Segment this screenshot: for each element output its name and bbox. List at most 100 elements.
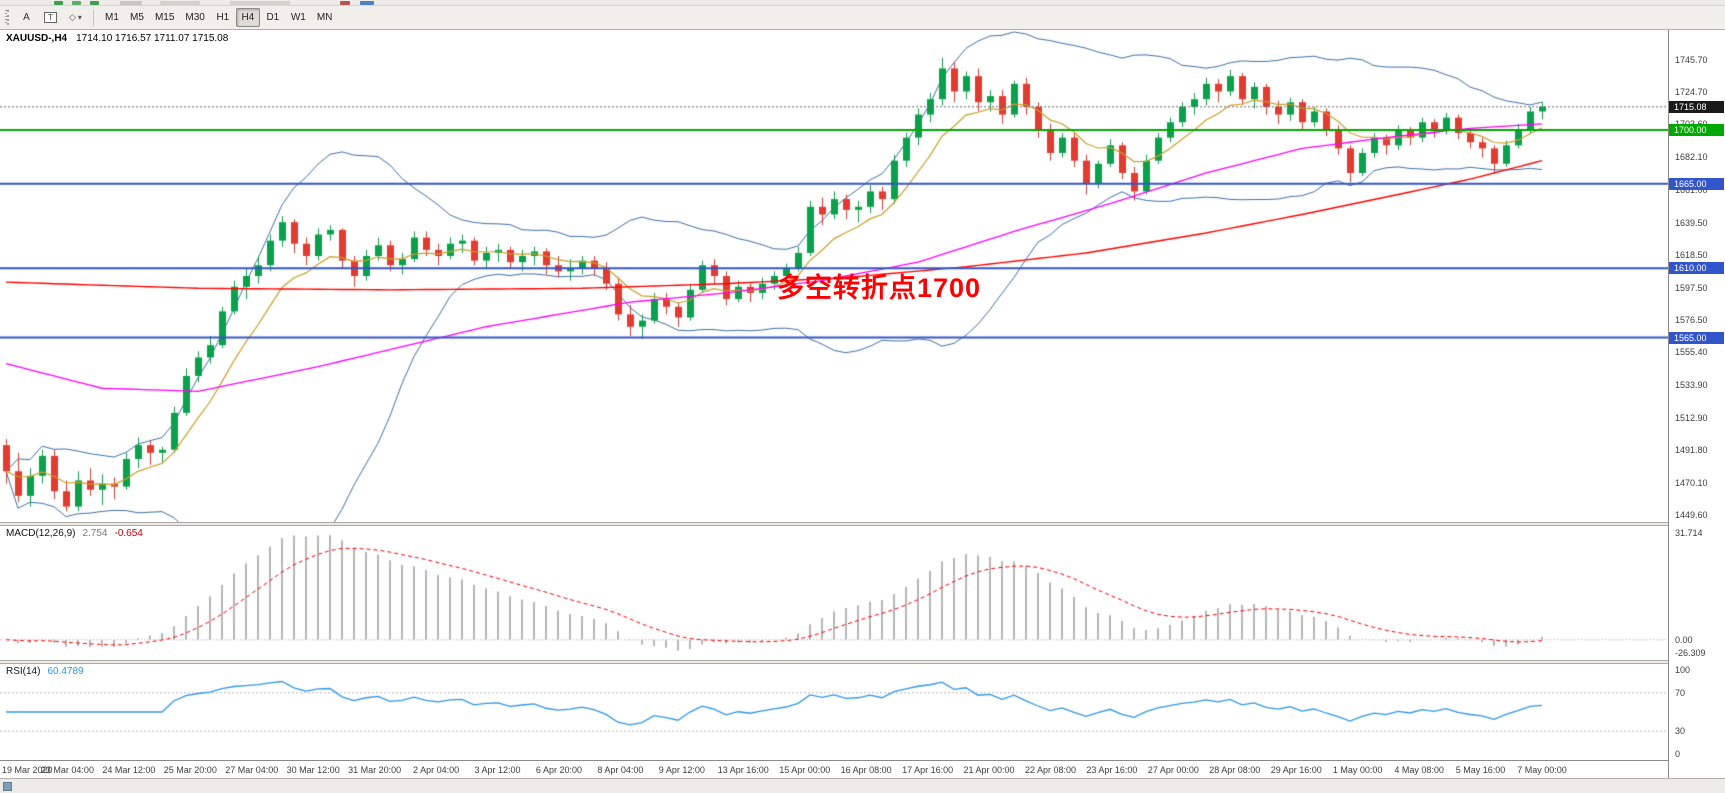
macd-canvas[interactable] [0, 526, 1668, 660]
time-axis-label: 29 Apr 16:00 [1270, 765, 1322, 775]
time-axis-label: 25 Mar 20:00 [163, 765, 217, 775]
timeframe-button-M15[interactable]: M15 [150, 8, 179, 27]
clipped-icon [340, 1, 350, 5]
time-axis-label: 24 Mar 12:00 [102, 765, 156, 775]
chart-area: XAUUSD-,H4 1714.10 1716.57 1711.07 1715.… [0, 30, 1725, 778]
timeframe-button-W1[interactable]: W1 [286, 8, 311, 27]
shapes-dropdown-button[interactable]: ◇ ▾ [64, 8, 87, 27]
shapes-icon: ◇ [69, 12, 76, 22]
clipped-icon [90, 1, 99, 5]
time-axis-label: 8 Apr 04:00 [597, 765, 644, 775]
chevron-down-icon: ▾ [77, 13, 82, 22]
panel-separator-rsi[interactable] [0, 660, 1668, 664]
text-label-icon: T [44, 12, 57, 23]
price-axis-label: 1724.70 [1675, 86, 1708, 97]
rsi-label-row: RSI(14) 60.4789 [6, 666, 84, 677]
rsi-canvas[interactable] [0, 664, 1668, 760]
panel-separator-macd[interactable] [0, 522, 1668, 526]
rsi-axis-label: 0 [1675, 749, 1681, 759]
plot-column: XAUUSD-,H4 1714.10 1716.57 1711.07 1715.… [0, 30, 1668, 778]
time-axis-label: 19 Mar 2020 [2, 765, 53, 775]
price-axis-label: 1533.90 [1675, 380, 1708, 391]
clipped-icon [120, 1, 142, 5]
clipped-icon [160, 1, 200, 5]
current-price-tag: 1715.08 [1669, 100, 1724, 113]
time-axis-label: 15 Apr 00:00 [779, 765, 831, 775]
hline-price-tag: 1610.00 [1669, 262, 1724, 275]
time-axis-label: 13 Apr 16:00 [717, 765, 769, 775]
time-axis-label: 6 Apr 20:00 [535, 765, 582, 775]
status-icon [3, 781, 12, 791]
rsi-label: RSI(14) [6, 666, 41, 677]
timeframe-button-D1[interactable]: D1 [261, 8, 285, 27]
timeframe-button-H4[interactable]: H4 [235, 8, 260, 27]
macd-signal-value: -0.654 [114, 528, 143, 539]
main-chart-canvas[interactable] [0, 30, 1668, 522]
macd-panel: MACD(12,26,9) 2.754 -0.654 [0, 526, 1668, 660]
chart-annotation[interactable]: 多空转折点1700 [776, 273, 982, 304]
time-axis-label: 27 Apr 00:00 [1147, 765, 1199, 775]
time-axis-label: 27 Mar 04:00 [225, 765, 279, 775]
price-axis-label: 1512.90 [1675, 412, 1708, 423]
clipped-icon [72, 1, 81, 5]
time-axis-label: 1 May 00:00 [1332, 765, 1383, 775]
clipped-toolbar-row [0, 0, 1725, 6]
timeframe-button-H1[interactable]: H1 [211, 8, 235, 27]
price-axis-label: 1576.50 [1675, 314, 1708, 325]
timeframe-button-M30[interactable]: M30 [180, 8, 209, 27]
time-axis-label: 30 Mar 12:00 [286, 765, 340, 775]
toolbar-separator [92, 9, 94, 26]
time-axis-label: 28 Apr 08:00 [1209, 765, 1261, 775]
text-annotation-button[interactable]: A [16, 8, 37, 27]
macd-axis-label: 0.00 [1675, 634, 1693, 645]
price-axis-label: 1597.50 [1675, 282, 1708, 293]
price-axis-label: 1745.70 [1675, 54, 1708, 65]
rsi-axis-label: 70 [1675, 687, 1686, 698]
time-axis-label: 9 Apr 12:00 [658, 765, 705, 775]
time-axis-label: 3 Apr 12:00 [474, 765, 521, 775]
price-axis[interactable]: 1745.701724.701703.601682.101661.001639.… [1668, 30, 1725, 778]
time-axis-label: 2 Apr 04:00 [413, 765, 460, 775]
toolbar-grip[interactable] [5, 10, 9, 25]
price-axis-label: 1682.10 [1675, 152, 1708, 163]
rsi-value: 60.4789 [47, 666, 84, 677]
macd-label: MACD(12,26,9) [6, 528, 76, 539]
symbol-ohlc-label: XAUUSD-,H4 1714.10 1716.57 1711.07 1715.… [6, 33, 228, 44]
time-axis-label: 22 Apr 08:00 [1024, 765, 1076, 775]
macd-label-row: MACD(12,26,9) 2.754 -0.654 [6, 528, 143, 539]
price-axis-label: 1470.10 [1675, 478, 1708, 489]
macd-axis-label: 31.714 [1675, 528, 1703, 538]
ohlc-values: 1714.10 1716.57 1711.07 1715.08 [76, 33, 229, 44]
price-axis-label: 1555.40 [1675, 347, 1708, 358]
main-chart-panel: XAUUSD-,H4 1714.10 1716.57 1711.07 1715.… [0, 30, 1668, 522]
rsi-axis-label: 30 [1675, 726, 1686, 737]
timeframe-button-M5[interactable]: M5 [125, 8, 149, 27]
hline-price-tag: 1665.00 [1669, 177, 1724, 190]
text-tool-label: A [23, 12, 30, 23]
time-axis-label: 23 Mar 04:00 [40, 765, 94, 775]
time-axis[interactable]: 19 Mar 2020 23 Mar 04:00 24 Mar 12:00 25 Ma… [0, 760, 1668, 778]
status-bar [0, 778, 1725, 793]
macd-axis-label: -26.309 [1675, 648, 1706, 658]
time-axis-label: 23 Apr 16:00 [1086, 765, 1138, 775]
time-axis-label: 17 Apr 16:00 [902, 765, 954, 775]
hline-price-tag: 1700.00 [1669, 123, 1724, 136]
rsi-panel: RSI(14) 60.4789 [0, 664, 1668, 760]
timeframe-toolbar: M1 M5 M15 M30 H1 H4 D1 W1 MN [100, 8, 337, 27]
clipped-icon [230, 1, 290, 5]
price-axis-label: 1661.00 [1675, 184, 1708, 195]
timeframe-button-MN[interactable]: MN [312, 8, 338, 27]
symbol-timeframe-label: XAUUSD-,H4 [6, 33, 68, 44]
text-label-button[interactable]: T [39, 8, 62, 27]
time-axis-label: 21 Apr 00:00 [963, 765, 1015, 775]
toolbar: A T ◇ ▾ M1 M5 M15 M30 H1 H4 D1 W1 MN [0, 6, 1725, 30]
timeframe-button-M1[interactable]: M1 [100, 8, 124, 27]
clipped-icon [54, 1, 63, 5]
price-axis-label: 1449.60 [1675, 509, 1708, 520]
price-axis-label: 1618.50 [1675, 250, 1708, 261]
clipped-icon [360, 1, 374, 5]
macd-main-value: 2.754 [82, 528, 108, 539]
hline-price-tag: 1565.00 [1669, 331, 1724, 344]
price-axis-label: 1639.50 [1675, 217, 1708, 228]
